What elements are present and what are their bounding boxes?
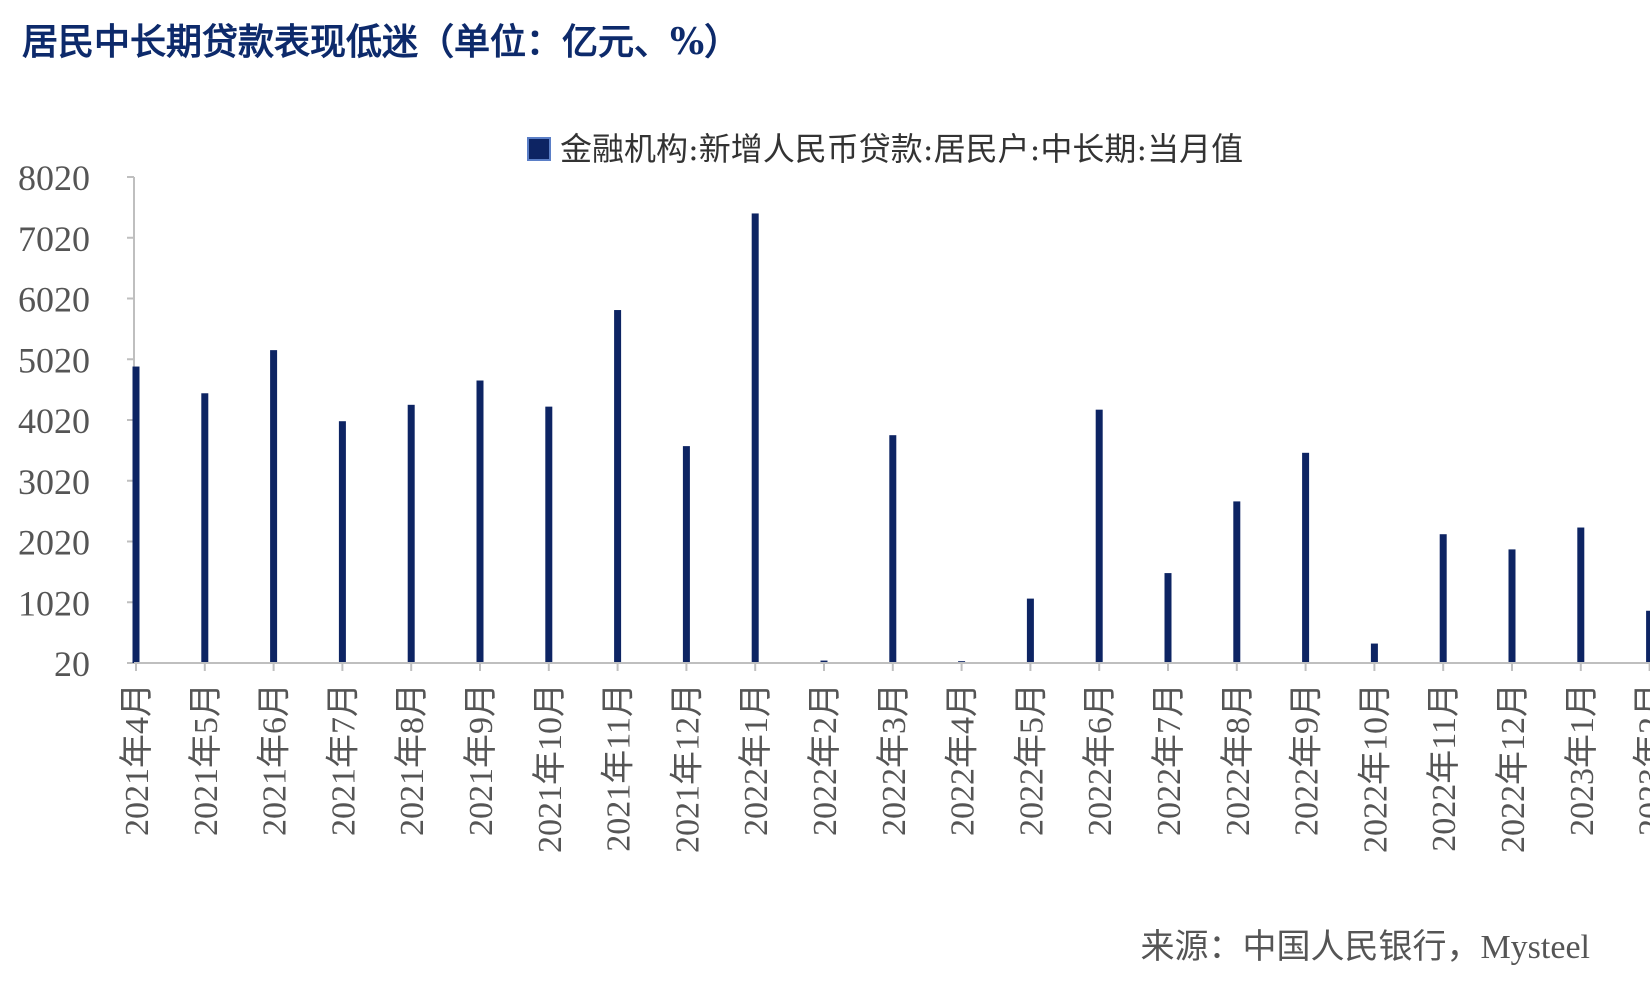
x-tick-label: 2022年7月 bbox=[1150, 683, 1188, 836]
x-tick-label: 2022年5月 bbox=[1012, 683, 1050, 836]
bar bbox=[1577, 527, 1585, 663]
x-tick-label: 2022年6月 bbox=[1081, 683, 1119, 836]
x-tick-label: 2021年9月 bbox=[462, 683, 500, 836]
bar bbox=[682, 446, 690, 663]
bars bbox=[132, 213, 1650, 663]
y-tick-label: 8020 bbox=[18, 158, 90, 198]
y-tick-label: 7020 bbox=[18, 219, 90, 259]
y-tick-label: 20 bbox=[54, 644, 90, 684]
x-tick-label: 2023年1月 bbox=[1563, 683, 1601, 836]
legend-swatch bbox=[527, 137, 551, 161]
x-tick-label: 2022年3月 bbox=[875, 683, 913, 836]
y-tick-label: 1020 bbox=[18, 583, 90, 623]
bar bbox=[476, 380, 484, 663]
x-tick-label: 2022年10月 bbox=[1356, 683, 1394, 853]
x-tick-label: 2022年9月 bbox=[1288, 683, 1326, 836]
x-axis: 2021年4月 2021年5月 2021年6月 2021年7月 2021年8月 2021年… bbox=[118, 662, 1650, 853]
x-tick-label: 2021年7月 bbox=[324, 683, 362, 836]
x-tick-label: 2021年10月 bbox=[531, 683, 569, 853]
bar bbox=[1370, 643, 1378, 663]
bar bbox=[889, 435, 897, 663]
x-tick-label: 2021年4月 bbox=[118, 683, 156, 836]
x-tick-label: 2022年1月 bbox=[737, 683, 775, 836]
bar bbox=[132, 366, 140, 663]
bar bbox=[545, 406, 553, 663]
x-tick-label: 2022年11月 bbox=[1425, 683, 1463, 852]
x-tick-label: 2021年6月 bbox=[256, 683, 294, 836]
bar bbox=[1646, 610, 1650, 663]
bar bbox=[1095, 409, 1103, 663]
legend: 金融机构:新增人民币贷款:居民户:中长期:当月值 bbox=[527, 130, 1243, 168]
y-tick-label: 4020 bbox=[18, 401, 90, 441]
y-tick-label: 5020 bbox=[18, 340, 90, 380]
bar bbox=[614, 310, 622, 663]
bar bbox=[1439, 534, 1447, 663]
bar bbox=[270, 350, 278, 663]
x-tick-label: 2022年12月 bbox=[1494, 683, 1532, 853]
bar bbox=[1026, 598, 1034, 663]
bar bbox=[201, 393, 209, 663]
bar bbox=[407, 404, 415, 663]
legend-label: 金融机构:新增人民币贷款:居民户:中长期:当月值 bbox=[560, 130, 1243, 168]
x-tick-label: 2022年8月 bbox=[1219, 683, 1257, 836]
bar bbox=[1302, 452, 1310, 663]
bar bbox=[1233, 501, 1241, 663]
x-tick-label: 2021年8月 bbox=[393, 683, 431, 836]
source-note: 来源：中国人民银行，Mysteel bbox=[1140, 928, 1590, 966]
y-tick-label: 3020 bbox=[18, 462, 90, 502]
y-axis: 20 1020 2020 3020 4020 5020 6020 7020 8020 bbox=[18, 158, 135, 684]
x-tick-label: 2023年2月 bbox=[1632, 683, 1650, 836]
bar bbox=[1508, 549, 1516, 663]
bar bbox=[338, 421, 346, 663]
bar bbox=[751, 213, 759, 663]
x-tick-label: 2022年4月 bbox=[944, 683, 982, 836]
bar bbox=[820, 660, 828, 663]
bar bbox=[1164, 573, 1172, 663]
y-tick-label: 2020 bbox=[18, 523, 90, 563]
x-tick-label: 2022年2月 bbox=[806, 683, 844, 836]
x-tick-label: 2021年5月 bbox=[187, 683, 225, 836]
x-tick-label: 2021年11月 bbox=[600, 683, 638, 852]
chart-title: 居民中长期贷款表现低迷（单位：亿元、%） bbox=[22, 21, 740, 63]
x-tick-label: 2021年12月 bbox=[668, 683, 706, 853]
y-tick-label: 6020 bbox=[18, 280, 90, 320]
